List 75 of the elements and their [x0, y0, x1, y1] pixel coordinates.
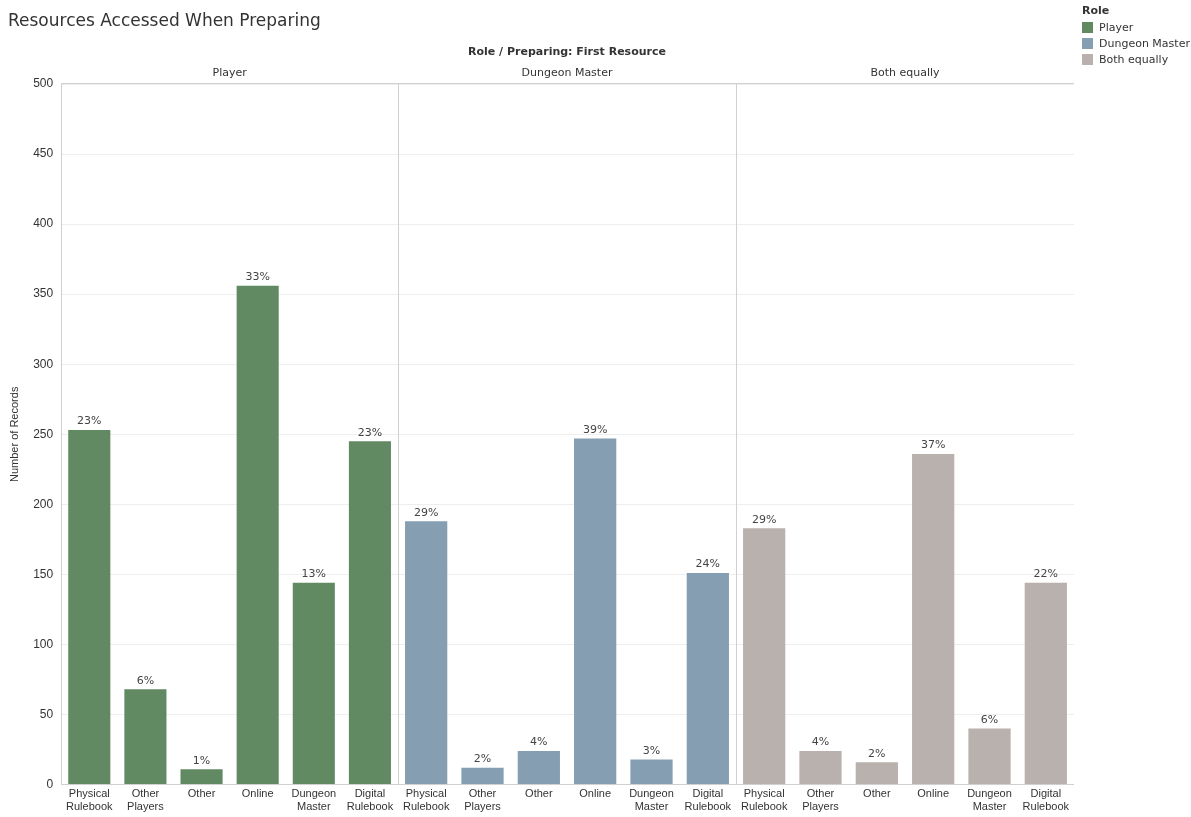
annotation: 22%: [1033, 567, 1059, 581]
x-tick-label: Physical Rulebook: [66, 787, 114, 813]
x-tick-label: Digital Rulebook: [346, 787, 394, 813]
legend-title: Role: [1082, 4, 1111, 17]
chart-title: Resources Accessed When Preparing: [8, 10, 321, 30]
bar: [686, 573, 729, 785]
bar: [630, 759, 673, 785]
bar: [292, 582, 335, 785]
annotation: 33%: [245, 270, 270, 284]
x-tick-label: Other Players: [464, 787, 502, 813]
annotation: 37%: [920, 438, 946, 452]
y-tick-label: 0: [46, 776, 54, 791]
x-tick-label: Digital Rulebook: [684, 787, 732, 813]
y-tick-label: 200: [33, 496, 54, 511]
x-tick-label: Other: [863, 787, 891, 800]
bar: [517, 750, 560, 785]
text: Both equally: [870, 66, 941, 80]
y-tick-label: 450: [33, 146, 54, 161]
y-tick-label: 100: [33, 636, 54, 651]
bar: [124, 689, 167, 785]
chart-subtitle: Role / Preparing: First Resource: [467, 45, 667, 58]
bar: [968, 728, 1011, 785]
bar: [461, 767, 504, 785]
annotation: 13%: [301, 567, 327, 581]
bar: [180, 769, 223, 785]
y-tick-label: 400: [33, 216, 54, 231]
y-tick-label: 50: [39, 706, 54, 721]
bar: [574, 438, 617, 785]
x-tick-label: Online: [917, 787, 950, 800]
bar: [743, 528, 786, 785]
legend-label: Player: [1099, 21, 1134, 34]
bar: [912, 453, 955, 785]
annotation: 6%: [980, 712, 999, 726]
bar: [855, 762, 898, 785]
legend-label: Both equally: [1099, 53, 1169, 66]
y-tick-label: 300: [33, 356, 54, 371]
annotation: 23%: [357, 425, 383, 439]
x-tick-label: Digital Rulebook: [1022, 787, 1070, 813]
text: Dungeon Master: [521, 66, 613, 80]
bar: [1024, 582, 1067, 785]
annotation: 29%: [751, 512, 777, 526]
annotation: 3%: [642, 743, 661, 757]
y-tick-label: 150: [33, 566, 54, 581]
annotation: 4%: [811, 735, 830, 749]
bar: [236, 285, 279, 785]
x-tick-label: Dungeon Master: [967, 787, 1012, 813]
bar: [68, 430, 111, 785]
x-tick-label: Physical Rulebook: [740, 787, 788, 813]
text: Player: [212, 66, 248, 80]
annotation: 23%: [77, 414, 102, 428]
x-tick-label: Physical Rulebook: [402, 787, 450, 813]
x-tick-label: Online: [579, 787, 612, 800]
y-tick-label: 500: [33, 76, 54, 91]
x-tick-label: Online: [241, 787, 274, 800]
y-tick-label: 350: [33, 286, 54, 301]
annotation: 2%: [473, 752, 492, 766]
x-tick-label: Other Players: [127, 787, 165, 813]
annotation: 1%: [192, 753, 211, 767]
legend-label: Dungeon Master: [1099, 37, 1190, 50]
annotation: 6%: [136, 673, 155, 687]
annotation: 39%: [582, 422, 608, 436]
x-tick-label: Other: [187, 787, 216, 800]
annotation: 4%: [530, 735, 548, 749]
bar: [405, 521, 448, 785]
annotation: 29%: [413, 505, 439, 519]
y-axis-title: Number of Records: [7, 386, 20, 482]
x-tick-label: Other: [525, 787, 553, 800]
x-tick-label: Other Players: [802, 787, 840, 813]
annotation: 2%: [868, 746, 886, 760]
bar: [799, 750, 842, 785]
x-tick-label: Dungeon Master: [291, 787, 337, 813]
x-tick-label: Dungeon Master: [629, 787, 674, 813]
bar: [348, 441, 391, 785]
annotation: 24%: [695, 557, 721, 571]
y-tick-label: 250: [33, 426, 54, 441]
